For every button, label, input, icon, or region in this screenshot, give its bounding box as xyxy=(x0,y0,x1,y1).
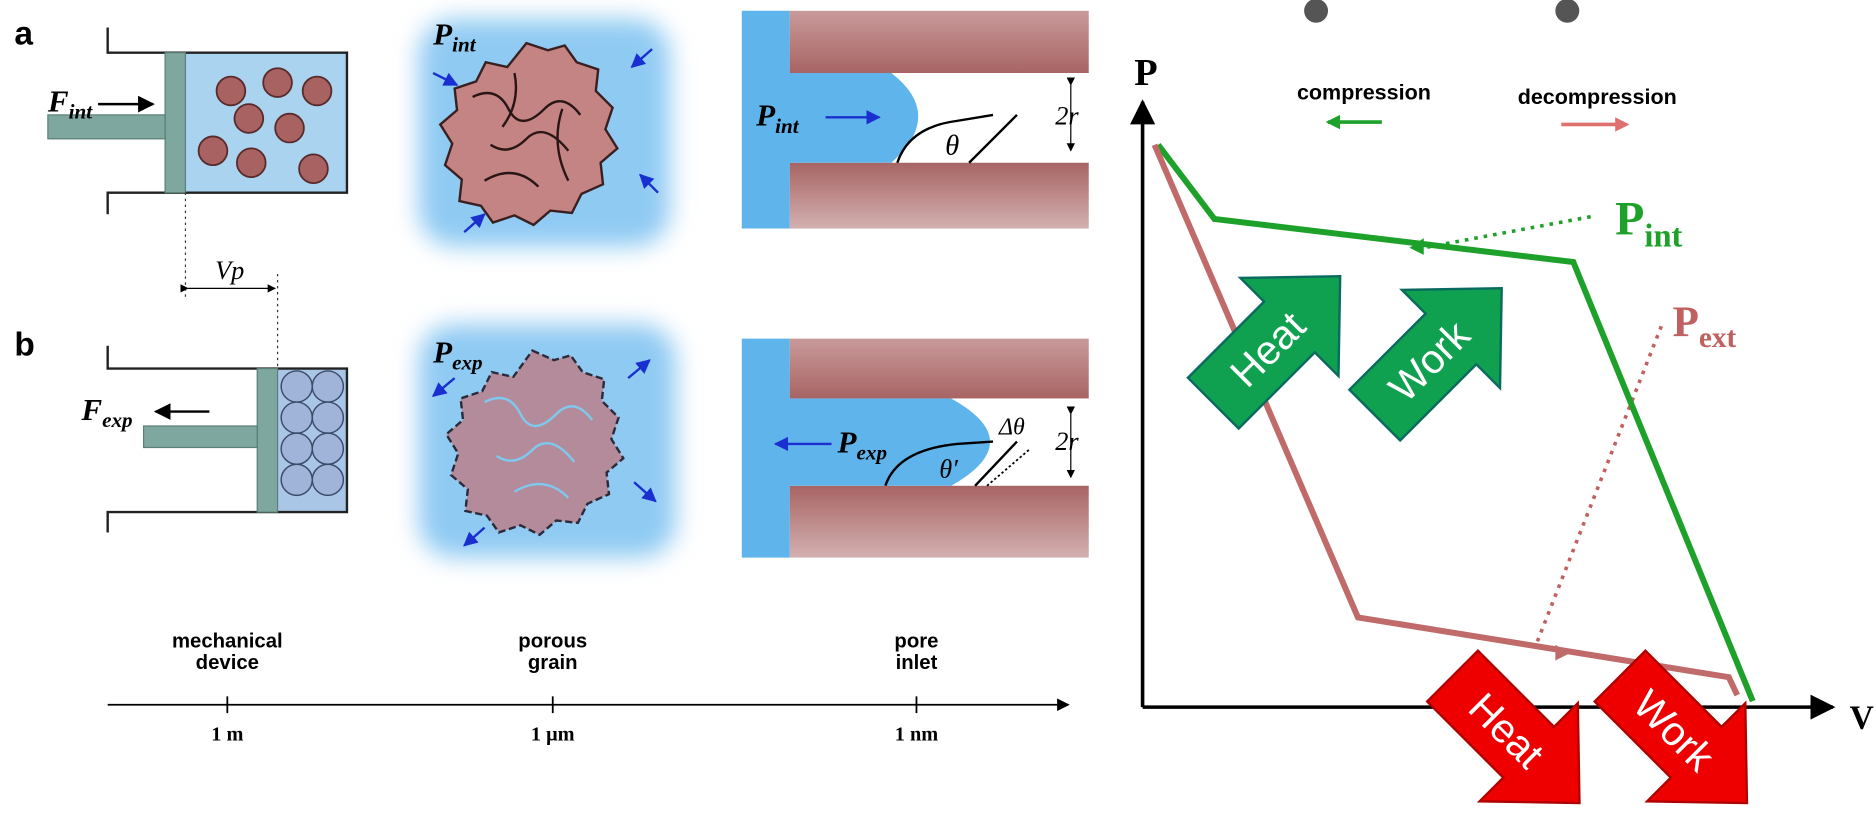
subscript: int xyxy=(452,32,477,56)
subscript: int xyxy=(1644,218,1682,254)
scale-label: device xyxy=(196,652,259,674)
symbol: P xyxy=(1615,193,1644,246)
y-axis-label: P xyxy=(1134,52,1157,94)
symbol: P xyxy=(432,16,453,51)
subscript: exp xyxy=(857,440,888,464)
width-label: 2r xyxy=(1055,427,1079,456)
symbol: F xyxy=(80,392,102,427)
scale-label: mechanical xyxy=(172,630,283,652)
scale-label: inlet xyxy=(896,652,938,674)
scale-tick-label: 1 m xyxy=(211,724,243,746)
symbol: P xyxy=(1673,299,1699,346)
curve-label: Pint xyxy=(1615,193,1682,255)
symbol: P xyxy=(755,98,776,133)
scale-tick-label: 1 μm xyxy=(531,724,575,746)
panel-label: a xyxy=(14,15,33,52)
x-axis-label: V xyxy=(1850,700,1874,737)
block-arrow: Work xyxy=(1326,239,1551,464)
curve-label: Pext xyxy=(1673,299,1737,354)
symbol: P xyxy=(432,335,453,370)
piston-device xyxy=(48,28,347,215)
scale-label: grain xyxy=(528,652,578,674)
subscript: ext xyxy=(1699,322,1737,354)
angle-change-label: Δθ xyxy=(998,414,1025,440)
subscript: int xyxy=(69,99,94,123)
figure: a b Fint Vp Fexp Pint xyxy=(0,0,1876,828)
symbol: F xyxy=(47,83,69,118)
scale-label: porous xyxy=(518,630,587,652)
block-arrow: Heat xyxy=(1164,227,1389,452)
force-label: Fexp xyxy=(80,392,132,432)
angle-label: θ xyxy=(945,129,959,161)
legend-label: compression xyxy=(1297,80,1431,104)
scale-label: pore xyxy=(894,630,938,652)
subscript: int xyxy=(775,114,800,138)
pore-inlet xyxy=(742,339,1089,558)
force-label: Fint xyxy=(47,83,93,123)
angle-label: θ′ xyxy=(939,454,959,483)
displacement-label: Vp xyxy=(215,256,244,285)
page: { "panel_a": {"label": "a", "force": {"b… xyxy=(0,0,1876,828)
width-label: 2r xyxy=(1055,101,1079,130)
subscript: exp xyxy=(102,408,133,432)
panel-label: b xyxy=(14,326,34,363)
subscript: exp xyxy=(452,351,483,375)
symbol: P xyxy=(837,424,858,459)
scale-tick-label: 1 nm xyxy=(895,724,939,746)
piston-device xyxy=(108,346,347,533)
legend-label: decompression xyxy=(1518,85,1677,109)
